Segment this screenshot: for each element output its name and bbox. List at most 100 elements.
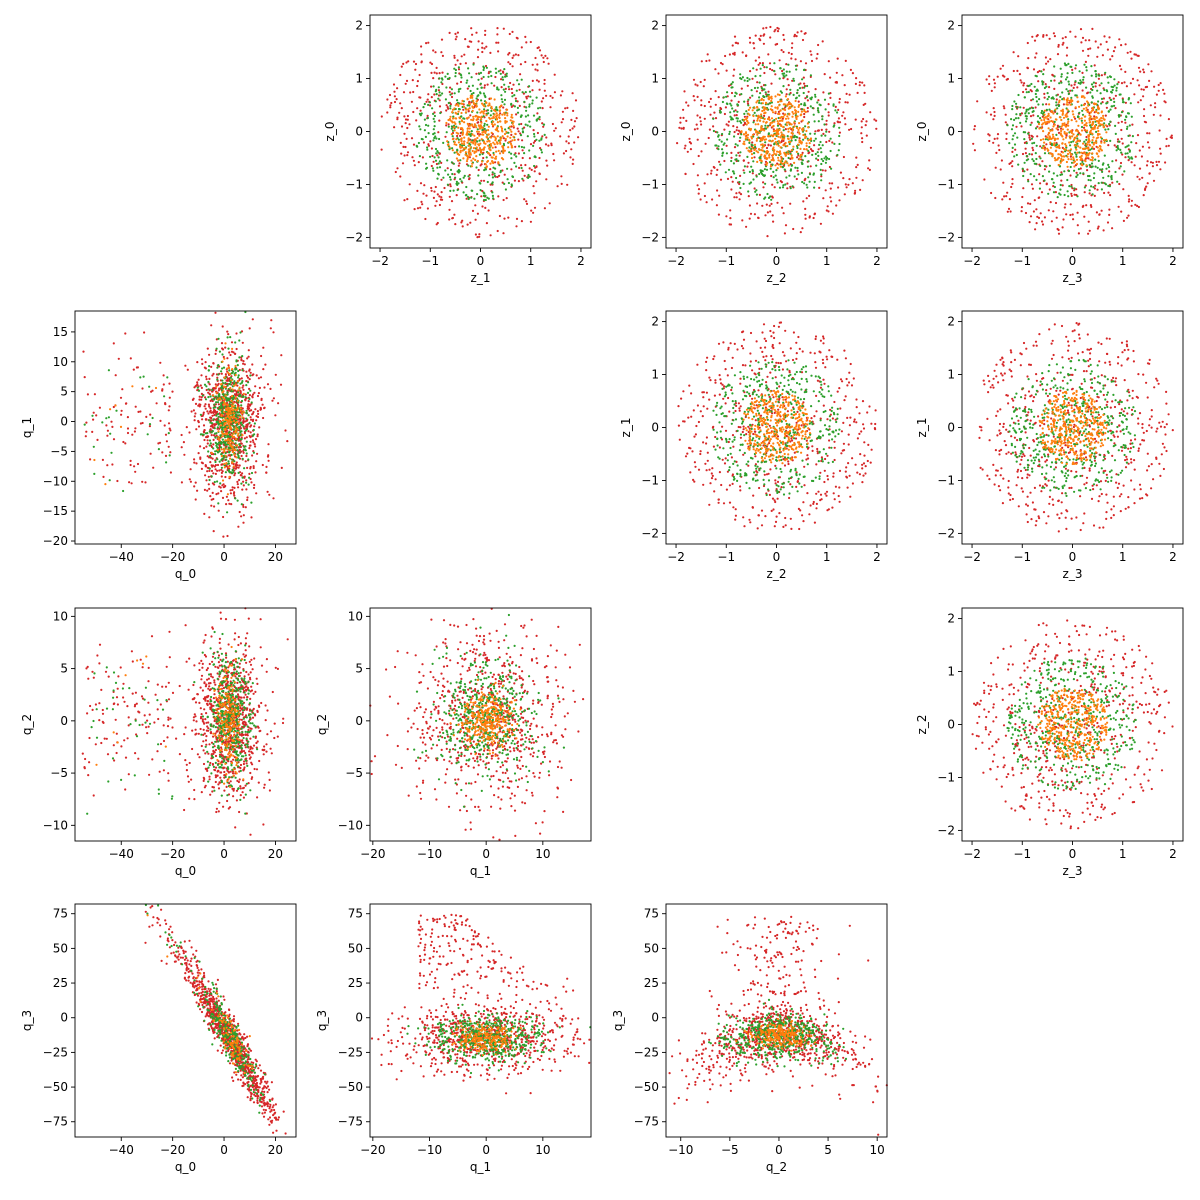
scatter-point	[825, 140, 828, 144]
scatter-point	[520, 164, 523, 167]
scatter-point	[735, 114, 738, 117]
scatter-point	[1082, 107, 1085, 110]
scatter-point	[492, 115, 495, 118]
scatter-point	[476, 56, 480, 59]
scatter-point	[441, 198, 444, 201]
scatter-point	[450, 120, 454, 123]
scatter-point	[739, 382, 742, 385]
scatter-point	[1051, 137, 1054, 140]
scatter-point	[697, 468, 701, 471]
scatter-point	[808, 180, 811, 183]
scatter-point	[1020, 210, 1023, 213]
scatter-point	[1060, 75, 1063, 78]
scatter-point	[782, 108, 785, 111]
scatter-point	[726, 102, 729, 106]
scatter-point	[1128, 124, 1131, 127]
scatter-point	[1042, 68, 1045, 71]
scatter-point	[812, 173, 815, 176]
scatter-point	[426, 114, 429, 117]
scatter-point	[860, 126, 863, 129]
scatter-point	[764, 121, 768, 124]
scatter-point	[797, 105, 800, 108]
scatter-point	[829, 76, 832, 79]
scatter-point	[1067, 149, 1070, 152]
scatter-point	[494, 167, 497, 170]
scatter-point	[446, 159, 449, 162]
scatter-point	[561, 118, 565, 121]
scatter-point	[532, 185, 535, 188]
scatter-point	[510, 157, 513, 160]
scatter-point	[463, 117, 466, 120]
scatter-point	[450, 161, 453, 164]
scatter-point	[1052, 32, 1055, 35]
scatter-point	[1130, 204, 1133, 207]
scatter-point	[793, 121, 796, 124]
scatter-point	[700, 104, 703, 107]
scatter-point	[783, 354, 786, 357]
scatter-point	[760, 169, 763, 173]
scatter-point	[537, 117, 540, 120]
scatter-point	[438, 203, 441, 207]
scatter-point	[1053, 79, 1056, 82]
scatter-point	[758, 193, 762, 196]
scatter-point	[1063, 170, 1066, 173]
scatter-point	[504, 87, 507, 90]
scatter-point	[1081, 71, 1084, 74]
scatter-point	[532, 144, 535, 147]
scatter-point	[1023, 82, 1026, 85]
scatter-point	[1031, 146, 1034, 149]
scatter-point	[1066, 72, 1069, 75]
scatter-point	[426, 148, 429, 151]
scatter-point	[530, 168, 533, 171]
scatter-point	[476, 111, 479, 114]
scatter-point	[458, 108, 461, 111]
scatter-point	[773, 525, 776, 528]
scatter-point	[1107, 175, 1110, 178]
scatter-point	[454, 122, 457, 125]
scatter-point	[460, 127, 463, 130]
scatter-point	[1041, 81, 1044, 84]
scatter-point	[1100, 209, 1103, 212]
scatter-point	[520, 122, 523, 126]
x-tick-label: 2	[1169, 254, 1177, 268]
scatter-point	[542, 60, 545, 64]
scatter-point	[776, 150, 779, 153]
scatter-point	[1066, 190, 1069, 193]
scatter-point	[1155, 164, 1159, 167]
scatter-point	[801, 159, 804, 162]
scatter-point	[737, 151, 740, 154]
scatter-point	[801, 180, 804, 184]
scatter-point	[813, 415, 816, 418]
scatter-point	[766, 192, 769, 196]
scatter-point	[859, 453, 862, 456]
scatter-point	[769, 108, 772, 111]
scatter-point	[1113, 144, 1116, 147]
scatter-point	[422, 106, 425, 109]
scatter-point	[767, 53, 770, 56]
scatter-point	[1108, 96, 1111, 99]
scatter-point	[1120, 210, 1123, 213]
scatter-point	[484, 206, 487, 209]
scatter-point	[787, 359, 790, 362]
scatter-series	[380, 27, 580, 239]
scatter-point	[816, 107, 820, 110]
scatter-point	[1087, 232, 1090, 235]
scatter-point	[445, 131, 448, 134]
scatter-point	[1097, 46, 1100, 49]
scatter-point	[1033, 141, 1036, 144]
scatter-point	[1075, 175, 1078, 178]
scatter-point	[507, 131, 510, 134]
scatter-point	[514, 132, 517, 135]
scatter-point	[1087, 220, 1090, 223]
scatter-point	[748, 427, 751, 430]
scatter-point	[779, 100, 782, 103]
x-tick-label: −1	[1013, 254, 1031, 268]
scatter-point	[1058, 101, 1061, 104]
scatter-point	[438, 99, 441, 102]
scatter-point	[721, 148, 724, 151]
scatter-point	[785, 74, 788, 77]
scatter-point	[716, 189, 719, 192]
scatter-point	[1110, 85, 1113, 88]
scatter-point	[448, 208, 451, 211]
scatter-point	[708, 398, 711, 401]
